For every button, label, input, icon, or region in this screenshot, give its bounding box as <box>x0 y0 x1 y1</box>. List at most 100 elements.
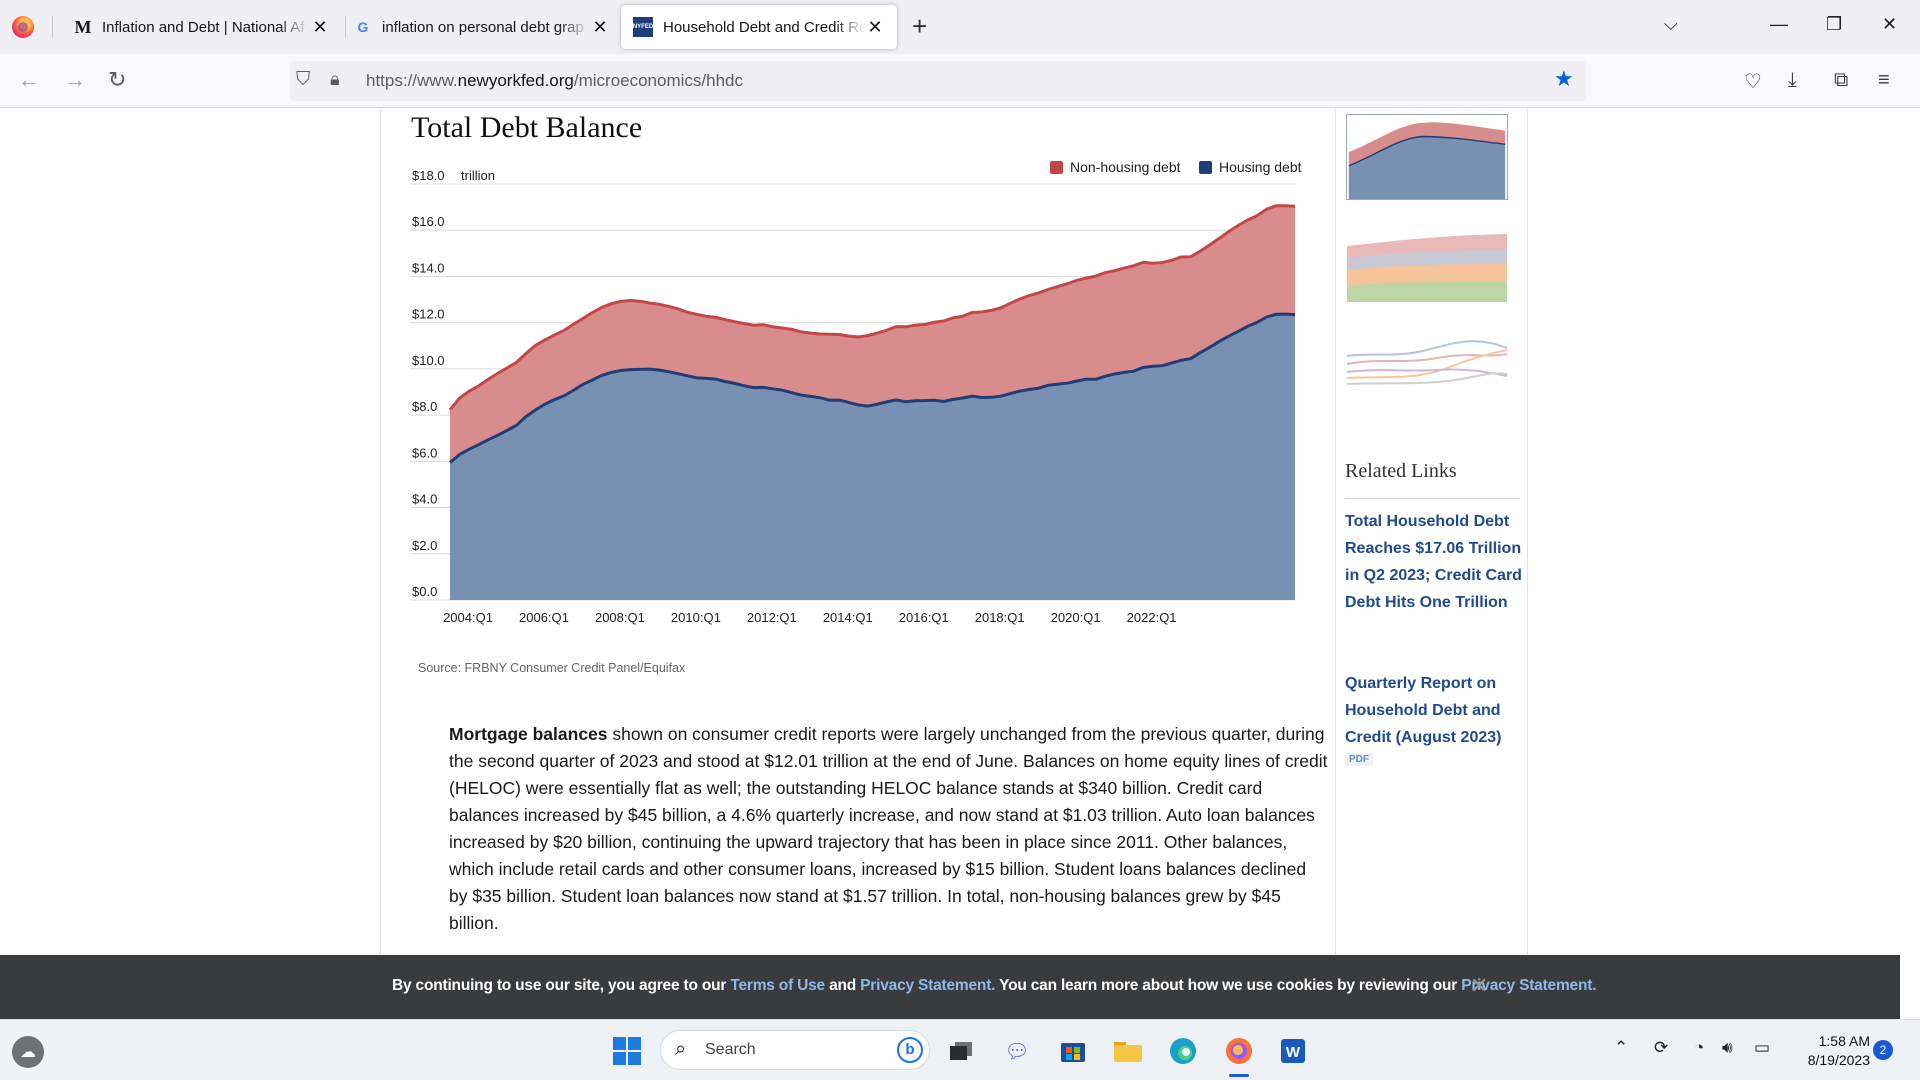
firefox-taskbar-icon[interactable] <box>1224 1036 1254 1066</box>
clock-time: 1:58 AM <box>1818 1033 1870 1049</box>
privacy-statement-link[interactable]: Privacy Statement. <box>860 977 996 994</box>
tab-title: Household Debt and Credit Rep <box>663 18 865 36</box>
x-tick-label: 2006:Q1 <box>519 610 569 625</box>
tab-inflation-debt[interactable]: M Inflation and Debt | National Af ✕ <box>62 5 342 49</box>
terms-of-use-link[interactable]: Terms of Use <box>730 977 825 994</box>
new-tab-icon[interactable]: + <box>912 11 928 41</box>
teams-chat-icon[interactable]: 💬︎ <box>1004 1040 1030 1063</box>
column-divider <box>1335 108 1336 955</box>
pocket-icon[interactable]: ♡ <box>1744 71 1762 93</box>
y-tick-label: $14.0 <box>412 260 445 275</box>
bookmark-star-icon[interactable]: ★ <box>1554 66 1574 91</box>
close-cookie-banner-icon[interactable]: ✕ <box>1470 973 1489 998</box>
minimize-icon[interactable]: — <box>1770 14 1788 34</box>
list-all-tabs-icon[interactable]: ⌵ <box>1664 14 1678 34</box>
related-link-press-release[interactable]: Total Household Debt Reaches $17.06 Tril… <box>1345 513 1522 611</box>
system-clock[interactable]: 1:58 AM 8/19/2023 <box>1790 1032 1870 1070</box>
microsoft-store-icon[interactable] <box>1058 1036 1088 1066</box>
wifi-icon[interactable]: ◔ <box>1694 1038 1705 1057</box>
widgets-icon[interactable]: ☁ <box>12 1036 44 1068</box>
housing-debt-line <box>449 312 1296 464</box>
navigation-toolbar: ← → ↻ ⛉ 🔒︎ https://www.newyorkfed.org/mi… <box>0 54 1920 108</box>
firefox-menu-icon[interactable] <box>12 16 34 38</box>
x-tick-label: 2014:Q1 <box>823 610 873 625</box>
google-icon: G <box>357 19 369 35</box>
y-tick-label: $18.0 <box>412 168 445 183</box>
tab-favicon-icon: M <box>74 16 92 37</box>
chart-source: Source: FRBNY Consumer Credit Panel/Equi… <box>418 661 686 675</box>
tracking-shield-icon[interactable]: ⛉ <box>296 69 311 90</box>
y-tick-label: $2.0 <box>412 538 437 553</box>
column-divider <box>1527 108 1528 955</box>
housing-debt-area <box>450 314 1295 600</box>
file-explorer-icon[interactable] <box>1113 1036 1143 1066</box>
forward-icon[interactable]: → <box>64 67 86 92</box>
nyfed-favicon-icon: NYFED <box>633 17 653 37</box>
y-tick-label: $8.0 <box>412 399 437 414</box>
related-links-divider <box>1345 498 1520 499</box>
related-links-heading: Related Links <box>1345 460 1457 482</box>
close-tab-icon[interactable]: ✕ <box>312 16 328 37</box>
taskbar-search[interactable]: ⌕ Search b <box>660 1030 930 1070</box>
battery-icon[interactable]: ▭ <box>1754 1038 1771 1057</box>
notification-badge[interactable]: 2 <box>1873 1040 1893 1060</box>
cookie-banner: By continuing to use our site, you agree… <box>0 955 1900 1019</box>
lock-icon[interactable]: 🔒︎ <box>330 69 340 89</box>
url-bar[interactable]: ⛉ 🔒︎ https://www.newyorkfed.org/microeco… <box>290 61 1586 101</box>
chart-heading: Total Debt Balance <box>411 111 643 144</box>
windows-taskbar: ☁ ⌕ Search b 💬︎ W ⌃ ⟳ ◔ 🔊︎ ▭ 1:58 AM 8/1… <box>0 1019 1920 1080</box>
legend-label: Housing debt <box>1219 159 1302 175</box>
show-hidden-icons-icon[interactable]: ⌃ <box>1614 1038 1629 1057</box>
column-divider <box>380 108 381 955</box>
app-menu-icon[interactable]: ≡ <box>1878 69 1890 91</box>
legend-swatch <box>1199 161 1212 174</box>
x-tick-label: 2018:Q1 <box>975 610 1025 625</box>
total-debt-chart: $0.0 $2.0 $4.0 $6.0 $8.0 $10.0 $12.0 $14.0 $16.0… <box>410 159 1302 625</box>
x-tick-label: 2004:Q1 <box>443 610 493 625</box>
tab-household-debt[interactable]: NYFED Household Debt and Credit Rep ✕ <box>621 5 897 49</box>
volume-icon[interactable]: 🔊︎ <box>1722 1038 1733 1057</box>
search-placeholder: Search <box>705 1041 756 1058</box>
tab-google-search[interactable]: G inflation on personal debt grap ✕ <box>342 5 622 49</box>
sync-icon[interactable]: ⟳ <box>1654 1038 1669 1057</box>
task-view-icon[interactable] <box>946 1036 976 1066</box>
related-link-quarterly-report[interactable]: Quarterly Report on Household Debt and C… <box>1345 675 1502 746</box>
bing-icon[interactable]: b <box>897 1037 923 1063</box>
restore-icon[interactable]: ❐ <box>1826 14 1843 34</box>
pdf-badge: PDF <box>1345 753 1373 766</box>
edge-icon[interactable] <box>1168 1036 1198 1066</box>
page-content: Total Debt Balance $0.0 $2.0 $4.0 $6.0 $8.0 $… <box>0 108 1920 955</box>
extensions-icon[interactable]: ⧉ <box>1834 69 1849 91</box>
cookie-message: By continuing to use our site, you agree… <box>392 977 1597 994</box>
chart-thumbnail-composition[interactable] <box>1346 228 1508 314</box>
search-icon: ⌕ <box>675 1038 687 1060</box>
tab-title: inflation on personal debt grap <box>382 18 584 36</box>
paragraph-body: shown on consumer credit reports were la… <box>449 724 1328 933</box>
x-tick-label: 2012:Q1 <box>747 610 797 625</box>
clock-date: 8/19/2023 <box>1807 1052 1870 1068</box>
reload-icon[interactable]: ↻ <box>108 67 127 92</box>
close-tab-icon[interactable]: ✕ <box>592 16 608 37</box>
x-tick-label: 2016:Q1 <box>899 610 949 625</box>
downloads-icon[interactable]: ⤓ <box>1788 69 1797 91</box>
tab-strip: M Inflation and Debt | National Af ✕ G i… <box>0 0 1920 54</box>
word-icon[interactable]: W <box>1278 1036 1308 1066</box>
close-tab-icon[interactable]: ✕ <box>867 16 883 37</box>
url-text[interactable]: https://www.newyorkfed.org/microeconomic… <box>366 71 743 90</box>
y-tick-label: $4.0 <box>412 492 437 507</box>
mortgage-paragraph: Mortgage balances shown on consumer cred… <box>449 721 1329 937</box>
chart-thumbnail-delinquency[interactable] <box>1346 328 1508 414</box>
chart-thumbnail-total-debt[interactable] <box>1346 114 1508 200</box>
tab-separator <box>52 16 53 38</box>
back-icon[interactable]: ← <box>18 67 40 92</box>
start-icon[interactable] <box>612 1036 642 1066</box>
y-tick-label: $10.0 <box>412 353 445 368</box>
svg-text:W: W <box>1286 1044 1301 1061</box>
legend-swatch <box>1050 161 1063 174</box>
close-window-icon[interactable]: ✕ <box>1882 14 1898 34</box>
tab-title: Inflation and Debt | National Af <box>102 18 305 36</box>
privacy-statement-link-2[interactable]: Privacy Statement. <box>1461 977 1597 994</box>
y-tick-label: $6.0 <box>412 445 437 460</box>
paragraph-lead: Mortgage balances <box>449 724 608 744</box>
tab-separator <box>345 16 346 38</box>
